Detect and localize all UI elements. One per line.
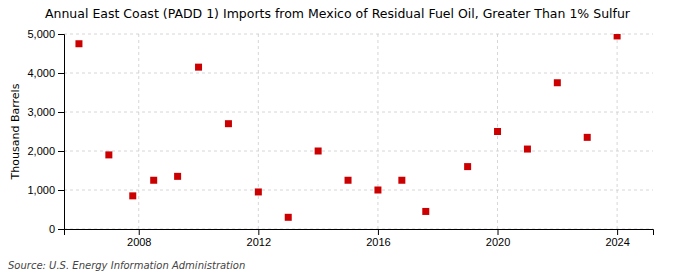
tick-mark [58, 73, 64, 74]
tick: 3,000 [27, 106, 64, 118]
point [398, 177, 405, 184]
plot: 2008 2012 2016 2020 2024 0 1,000 2,000 3,000 4,00… [27, 28, 653, 248]
point [464, 163, 471, 170]
title: Annual East Coast (PADD 1) Imports from … [45, 6, 631, 21]
tick: 2008 [127, 229, 151, 248]
tick: 2,000 [27, 145, 64, 157]
tick-mark [58, 34, 64, 35]
grid-line [64, 151, 653, 152]
point [285, 214, 292, 221]
axis-line [58, 35, 65, 230]
grid-line [617, 34, 618, 229]
point [614, 34, 621, 39]
tick-mark [58, 112, 64, 113]
grid-line [377, 34, 378, 229]
point [494, 128, 501, 135]
tick-mark [378, 229, 379, 235]
grid-line [64, 73, 653, 74]
point [422, 208, 429, 215]
point [174, 173, 181, 180]
tick-label: 2008 [127, 236, 151, 248]
tick-label: 2024 [605, 236, 629, 248]
points [75, 34, 620, 221]
point [225, 120, 232, 127]
x-axis: 2008 2012 2016 2020 2024 [65, 229, 654, 248]
chart: 2008 2012 2016 2020 2024 0 1,000 2,000 3,000 4,00… [0, 0, 675, 275]
grid-line [258, 34, 259, 229]
tick-mark [617, 229, 618, 235]
tick-label: 2,000 [27, 145, 55, 157]
point [75, 40, 82, 47]
tick-label: 2016 [366, 236, 390, 248]
tick: 0 [49, 223, 64, 235]
point [315, 148, 322, 155]
tick: 2020 [486, 229, 510, 248]
tick-label: 5,000 [27, 28, 55, 40]
tick: 1,000 [27, 184, 64, 196]
y-axis: 0 1,000 2,000 3,000 4,000 5,000 [27, 28, 64, 235]
grid-line [64, 190, 653, 191]
point [129, 192, 136, 199]
point [345, 177, 352, 184]
tick-mark [258, 229, 259, 235]
grid-line [138, 34, 139, 229]
annotation: Source: U.S. Energy Information Administ… [8, 260, 245, 271]
point [524, 146, 531, 153]
tick: 4,000 [27, 67, 64, 79]
axis-line [65, 230, 654, 236]
tick: 2016 [366, 229, 390, 248]
tick-label: 2020 [486, 236, 510, 248]
tick-label: 0 [49, 223, 55, 235]
tick-mark [58, 190, 64, 191]
tick-mark [58, 151, 64, 152]
tick-label: 1,000 [27, 184, 55, 196]
y-axis-title: Thousand Barrels [9, 83, 22, 180]
point [105, 151, 112, 158]
tick: 2012 [247, 229, 271, 248]
point [150, 177, 157, 184]
tick-mark [58, 229, 64, 230]
point [584, 134, 591, 141]
tick: 2024 [605, 229, 629, 248]
tick-mark [139, 229, 140, 235]
tick-mark [498, 229, 499, 235]
point [554, 79, 561, 86]
point [374, 187, 381, 194]
tick-label: 2012 [247, 236, 271, 248]
grid-line [64, 34, 653, 35]
point [255, 188, 262, 195]
grid [64, 34, 653, 229]
tick-label: 3,000 [27, 106, 55, 118]
point [195, 64, 202, 71]
tick-label: 4,000 [27, 67, 55, 79]
grid-line [64, 112, 653, 113]
tick: 5,000 [27, 28, 64, 40]
